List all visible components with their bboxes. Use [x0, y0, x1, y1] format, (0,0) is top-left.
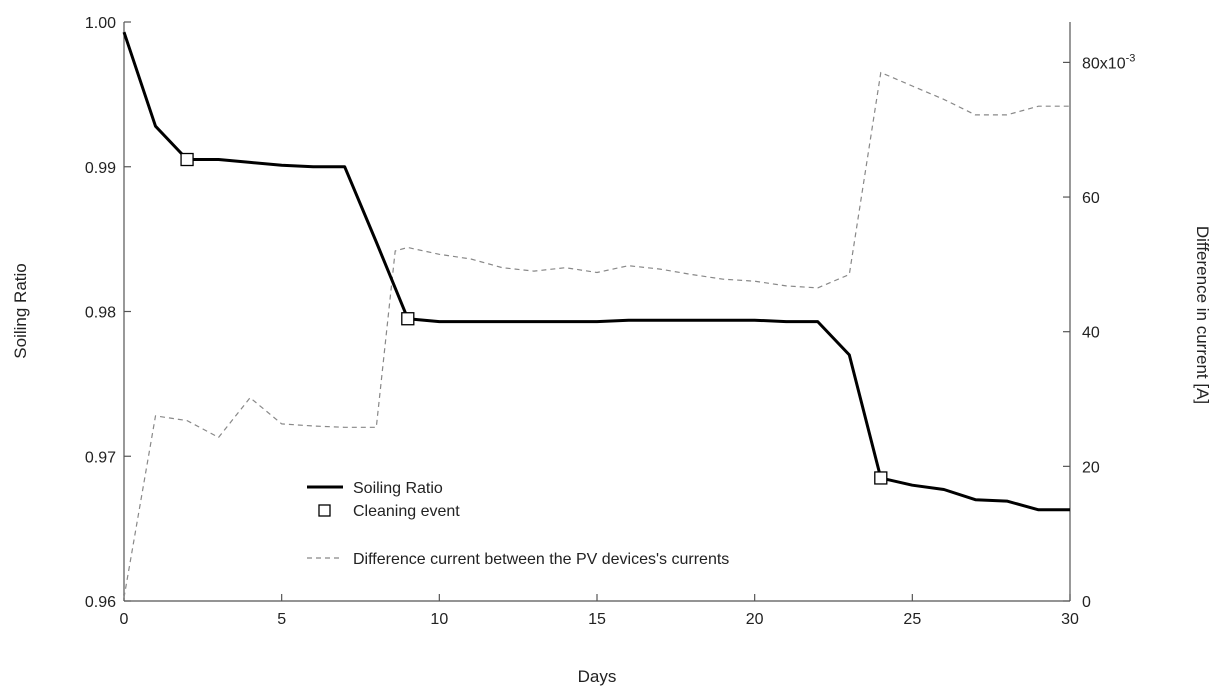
- y-left-tick-label: 0.96: [85, 594, 116, 611]
- legend-difference-label: Difference current between the PV device…: [353, 551, 729, 568]
- soiling-ratio-line: [122, 31, 1070, 512]
- y-left-tick-label: 0.97: [85, 449, 116, 466]
- y-axis-left-label: Soiling Ratio: [11, 263, 30, 358]
- x-axis-label: Days: [578, 667, 617, 686]
- legend-soiling-label: Soiling Ratio: [353, 480, 443, 497]
- series-layer: [122, 31, 1070, 598]
- y-axis-right-label: Difference in current [A]: [1193, 226, 1212, 404]
- legend-cleaning-label: Cleaning event: [353, 503, 460, 520]
- x-tick-label: 10: [430, 611, 448, 628]
- x-tick-label: 15: [588, 611, 606, 628]
- y-right-tick-label: 20: [1082, 459, 1100, 476]
- legend-cleaning-swatch: [318, 504, 331, 517]
- y-right-tick-label: 80x10-3: [1082, 52, 1135, 72]
- cleaning-event-marker: [874, 471, 888, 485]
- legend: Soiling Ratio Cleaning event Difference …: [307, 480, 729, 568]
- x-tick-label: 25: [903, 611, 921, 628]
- cleaning-event-marker: [401, 312, 415, 326]
- y-left-tick-label: 1.00: [85, 15, 116, 32]
- y-left-tick-label: 0.98: [85, 305, 116, 322]
- cleaning-event-marker: [180, 152, 194, 167]
- x-tick-label: 0: [120, 611, 129, 628]
- x-tick-label: 30: [1061, 611, 1079, 628]
- y-right-tick-label: 0: [1082, 594, 1091, 611]
- axis-ticks: 0 5 10 15 20 25 30 0.96 0.97 0.98 0.99 1.00 0 20 40 60 8…: [85, 15, 1136, 628]
- difference-current-line: [123, 71, 1070, 598]
- y-left-tick-label: 0.99: [85, 160, 116, 177]
- y-right-tick-label: 60: [1082, 190, 1100, 207]
- x-tick-label: 5: [277, 611, 286, 628]
- x-tick-label: 20: [746, 611, 764, 628]
- y-right-tick-label: 40: [1082, 325, 1100, 342]
